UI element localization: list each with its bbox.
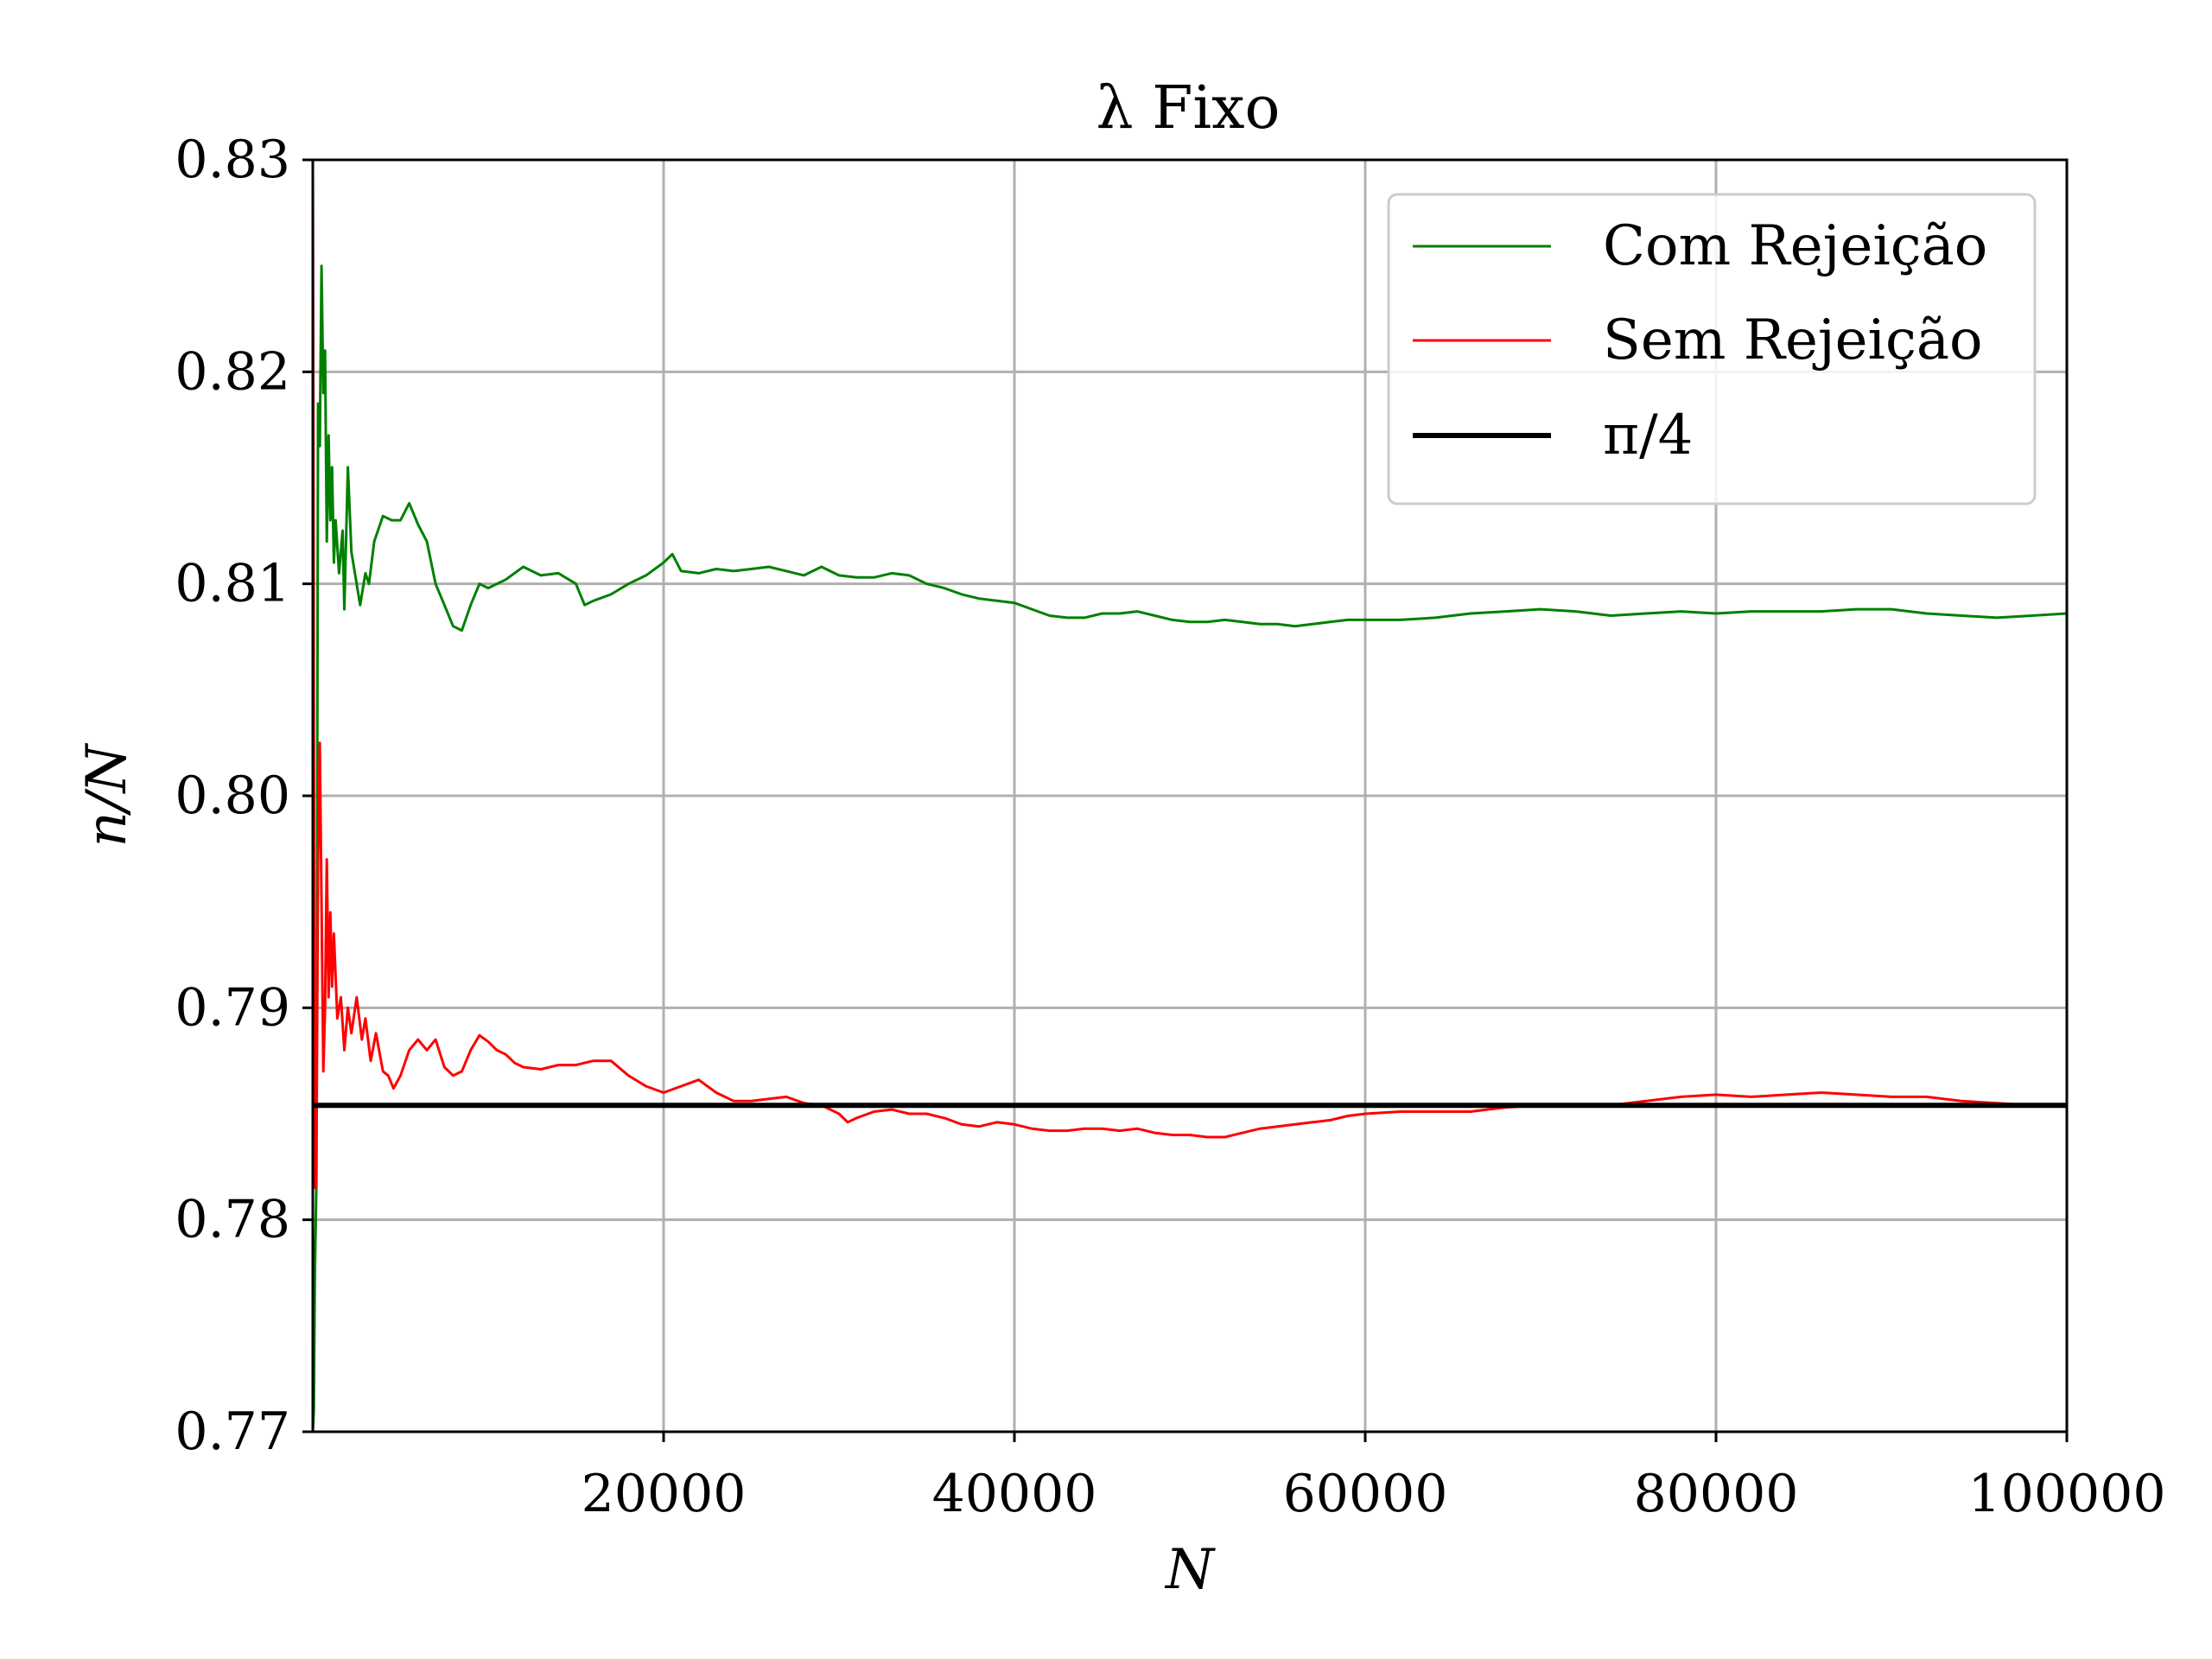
x-axis-label: N <box>1164 1538 1216 1602</box>
y-tick-label: 0.80 <box>175 766 290 826</box>
series-com-rejeicao <box>311 264 2068 1433</box>
x-tick-label: 40000 <box>932 1464 1097 1524</box>
y-tick-label: 0.81 <box>175 554 290 614</box>
x-tick-label: 20000 <box>582 1464 747 1524</box>
x-tick-label: 80000 <box>1634 1464 1799 1524</box>
y-tick-label: 0.78 <box>175 1190 290 1250</box>
x-tick-label: 100000 <box>1967 1464 2165 1524</box>
y-axis-label: n/N <box>75 743 139 848</box>
series-sem-rejeicao <box>311 159 2067 1190</box>
legend-label-sem-rejeicao: Sem Rejeição <box>1603 308 1983 372</box>
y-tick-label: 0.77 <box>175 1402 290 1462</box>
legend-box <box>1387 193 2037 505</box>
y-tick-label: 0.79 <box>175 977 290 1038</box>
x-tick-label: 60000 <box>1283 1464 1448 1524</box>
y-tick-label: 0.83 <box>175 130 290 190</box>
legend-label-pi-over-4: π/4 <box>1603 404 1693 467</box>
legend-label-com-rejeicao: Com Rejeição <box>1603 214 1987 278</box>
chart-title: λ Fixo <box>1096 74 1281 143</box>
y-tick-label: 0.82 <box>175 341 290 402</box>
plot-area <box>311 159 2068 1433</box>
ticks: 20000 40000 60000 80000 100000 0.77 0.78 0.79 0.… <box>175 130 2165 1524</box>
legend: Com Rejeição Sem Rejeição π/4 <box>1387 193 2037 505</box>
